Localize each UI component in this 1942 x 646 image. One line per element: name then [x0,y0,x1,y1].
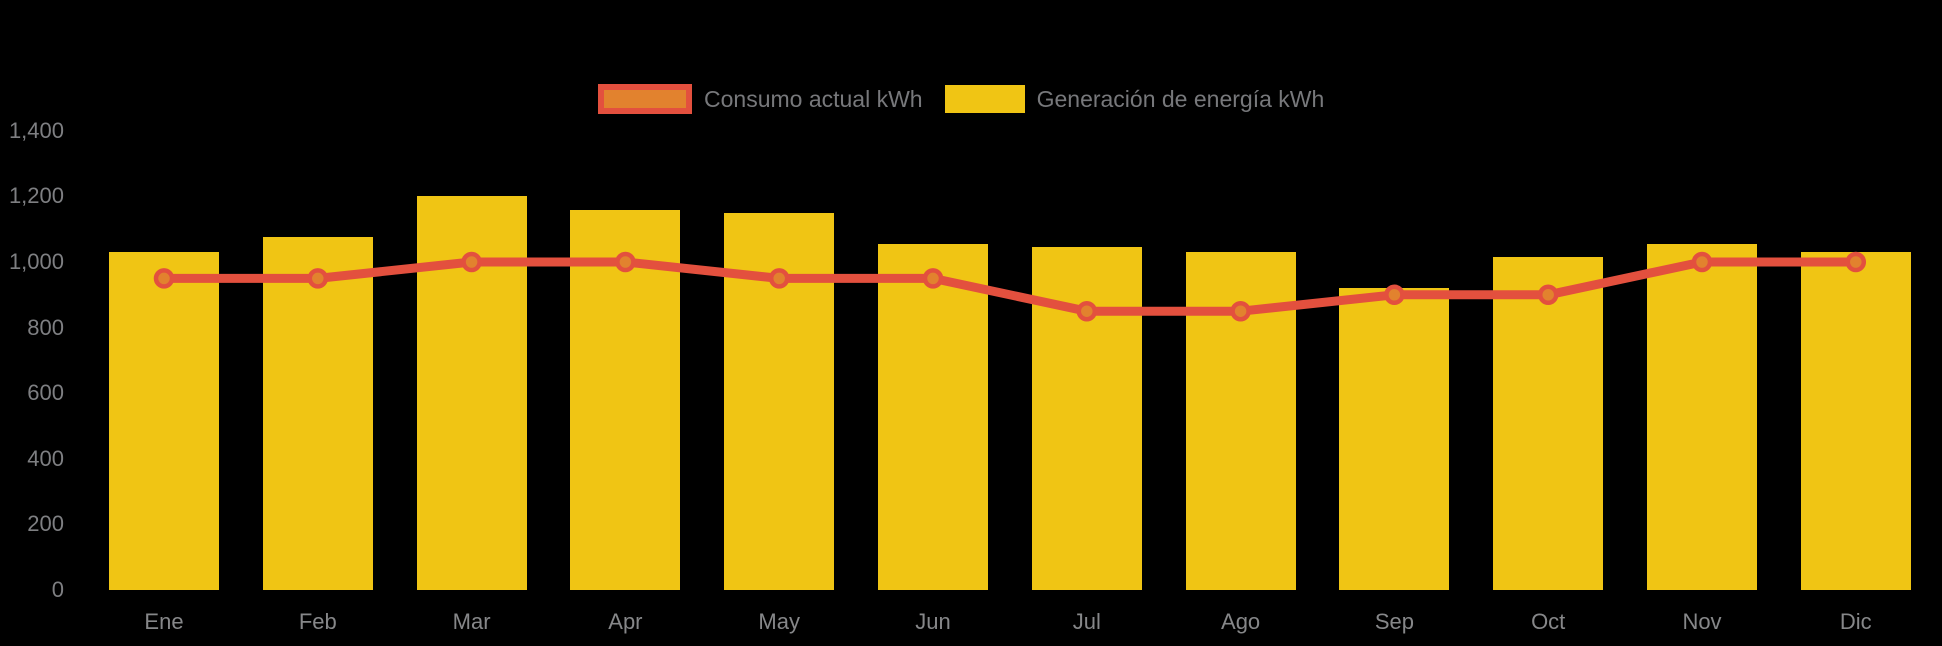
x-tick-feb: Feb [298,609,337,634]
consumo-point-nov[interactable] [1691,251,1713,273]
x-tick-jul: Jul [1072,609,1101,634]
y-tick-800: 800 [27,314,64,340]
consumo-point-dic[interactable] [1845,251,1867,273]
x-tick-sep: Sep [1374,609,1414,634]
bar-jun[interactable] [878,243,988,590]
y-tick-1000: 1,000 [8,249,64,274]
x-tick-mar: Mar [452,609,491,634]
consumo-point-feb[interactable] [307,268,329,289]
consumo-legend-label: Consumo actual kWh [704,85,923,112]
x-tick-may: May [758,609,800,634]
consumo-point-may[interactable] [768,268,790,289]
consumo-point-jun[interactable] [922,268,944,289]
bar-nov[interactable] [1647,243,1757,590]
generacion-legend-label: Generación de energía kWh [1036,85,1325,112]
generacion-legend-swatch-icon [944,85,1025,113]
consumo-line [164,257,1856,316]
legend-item-generacion[interactable]: Generación de energía kWh [944,85,1325,113]
x-tick-nov: Nov [1682,609,1722,634]
consumo-point-jul[interactable] [1076,300,1098,322]
y-tick-1200: 1,200 [8,183,64,209]
x-tick-oct: Oct [1531,609,1566,634]
y-tick-0: 0 [51,577,64,602]
bar-ene[interactable] [109,252,219,590]
consumo-point-mar[interactable] [461,251,482,273]
chart-legend: Consumo actual kWh Generación de energía… [598,84,1324,114]
consumo-point-ago[interactable] [1230,300,1251,322]
consumo-point-ene[interactable] [153,268,175,289]
x-tick-ene: Ene [144,609,184,634]
bar-feb[interactable] [262,237,373,590]
x-tick-ago: Ago [1221,609,1261,634]
y-tick-200: 200 [27,511,64,537]
x-tick-jun: Jun [915,609,951,634]
y-tick-1400: 1,400 [8,117,64,143]
y-tick-600: 600 [27,380,64,406]
consumo-point-sep[interactable] [1384,284,1405,306]
bar-dic[interactable] [1800,252,1911,590]
legend-item-consumo[interactable]: Consumo actual kWh [598,84,923,114]
bar-sep[interactable] [1339,288,1450,590]
x-tick-dic: Dic [1839,609,1872,634]
bar-oct[interactable] [1493,257,1604,590]
bar-apr[interactable] [570,209,681,590]
x-tick-apr: Apr [608,609,643,634]
consumo-legend-swatch-icon [598,84,692,114]
consumo-point-oct[interactable] [1537,284,1559,306]
y-tick-400: 400 [27,445,64,471]
consumo-point-apr[interactable] [615,251,636,273]
